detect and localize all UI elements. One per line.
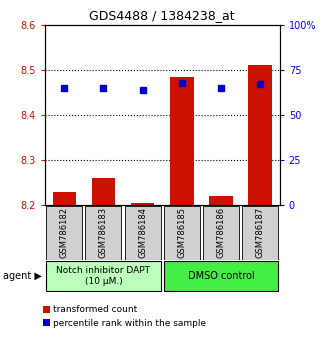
- Bar: [85, 206, 121, 259]
- Legend: transformed count, percentile rank within the sample: transformed count, percentile rank withi…: [43, 306, 207, 328]
- Text: GSM786182: GSM786182: [60, 207, 69, 258]
- Bar: [46, 261, 161, 291]
- Bar: [170, 77, 194, 205]
- Text: GSM786185: GSM786185: [177, 207, 186, 258]
- Bar: [131, 203, 154, 205]
- Bar: [164, 261, 278, 291]
- Bar: [164, 206, 200, 259]
- Text: GSM786184: GSM786184: [138, 207, 147, 258]
- Bar: [46, 206, 82, 259]
- Title: GDS4488 / 1384238_at: GDS4488 / 1384238_at: [89, 9, 235, 22]
- Bar: [124, 206, 161, 259]
- Text: DMSO control: DMSO control: [188, 271, 254, 281]
- Text: Notch inhibitor DAPT
(10 μM.): Notch inhibitor DAPT (10 μM.): [57, 267, 150, 286]
- Bar: [242, 206, 278, 259]
- Text: GSM786183: GSM786183: [99, 207, 108, 258]
- Bar: [209, 196, 233, 205]
- Bar: [53, 192, 76, 205]
- Text: GSM786186: GSM786186: [216, 207, 225, 258]
- Bar: [92, 178, 115, 205]
- Bar: [248, 65, 272, 205]
- Text: GSM786187: GSM786187: [256, 207, 264, 258]
- Bar: [203, 206, 239, 259]
- Text: agent ▶: agent ▶: [3, 271, 42, 281]
